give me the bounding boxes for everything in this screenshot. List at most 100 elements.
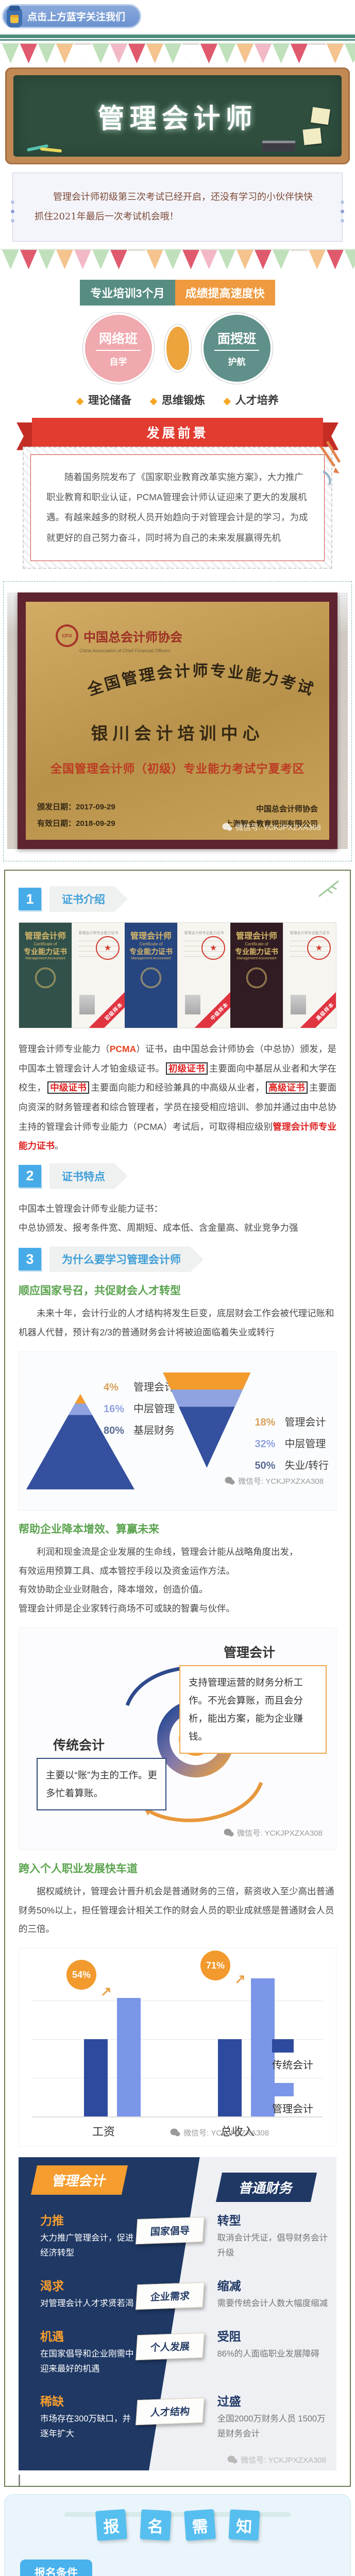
red-seal-icon: ★	[96, 936, 120, 960]
feature-item: ◆ 人才培养	[224, 392, 279, 408]
legend-label-management: 管理会计	[272, 2104, 313, 2115]
main-content-panel: 1 证书介绍 管理会计师 Certificate of 专业能力证书 Manag…	[4, 870, 351, 2487]
comparison-badge: 个人发展	[135, 2332, 205, 2360]
comparison-badge: 国家倡导	[135, 2216, 205, 2245]
growth-arrow-icon: ↗	[234, 1971, 246, 1987]
gold-logo-icon	[141, 967, 161, 988]
pyramid-future: 18% 管理会计 32% 中层管理 50% 失业/转行	[163, 1367, 329, 1489]
arc-title-svg: 全国管理会计师专业能力考试	[85, 662, 315, 700]
decor-dots-left	[11, 210, 14, 214]
cert-name-highlight: 管理会计师专业能力证书	[19, 1121, 337, 1151]
issuer-2: 上海智会教育培训有限公司	[225, 819, 318, 828]
transform-paragraph: 未来十年，会计行业的人才结构将发生巨变，底层财会工作会被代理记账和机器人代替，预…	[19, 1308, 334, 1338]
section-2-title: 证书特点	[49, 1163, 128, 1189]
title-tile: 知	[228, 2509, 260, 2541]
chalk-piece	[40, 147, 62, 153]
bar-management-salary	[117, 1998, 141, 2117]
efficiency-line: 有效运用预算工具、成本管控手段以及资金运作方法。	[19, 1565, 235, 1576]
section-2-header: 2 证书特点	[19, 1163, 336, 1189]
divider-line-thin	[0, 39, 355, 41]
gold-logo-icon	[246, 967, 267, 988]
subheading-text: 顺应国家号召，共促财会人才转型	[19, 1285, 181, 1297]
prospects-ribbon-label: 发展前景	[32, 417, 323, 447]
plaque-board: CFO 中国总会计师协会 China Association of Chief …	[26, 602, 329, 840]
title-tile: 报	[95, 2509, 127, 2541]
middle-cert-highlight: 中级证书	[47, 1081, 90, 1094]
association-name-cn: 中国总会计师协会	[83, 629, 182, 645]
growth-arrow-icon: ↗	[100, 1984, 112, 1999]
board-eraser	[262, 141, 295, 151]
online-class-circle: 网络班 自学	[82, 312, 154, 384]
feature-list: ◆ 理论储备 ◆ 思维锻炼 ◆ 人才培养	[0, 392, 355, 408]
section-3-number: 3	[19, 1248, 41, 1271]
pyramid-future-labels: 18% 管理会计 32% 中层管理 50% 失业/转行	[255, 1416, 329, 1471]
prospects-box: 随着国务院发布了《国家职业教育改革实施方案》，大力推广职业教育和职业认证，PCM…	[23, 440, 341, 569]
follow-us-button[interactable]: 点击上方蓝字关注我们	[2, 4, 142, 28]
income-bar-chart: 54% ↗ 71% ↗ 传统会计 管理会计 工资 总收入	[19, 1948, 336, 2147]
growth-callout-income: 71%	[200, 1951, 230, 1981]
certificate-samples: 管理会计师 Certificate of 专业能力证书 Management A…	[19, 922, 336, 1029]
id-photo	[185, 995, 200, 1015]
feature-label: 理论储备	[88, 394, 132, 406]
pyramid-current: 4% 管理会计 16% 中层管理 80% 基层财务	[26, 1367, 175, 1489]
talent-structure-chart: 4% 管理会计 16% 中层管理 80% 基层财务 18% 管理会计 32% 中层管理 5…	[19, 1351, 336, 1511]
pcma-highlight: PCMA	[109, 1044, 137, 1055]
subheading-text: 帮助企业降本增效、算赢未来	[19, 1523, 159, 1535]
efficiency-line: 有效协助企业业财融合，降本增效，创造价值。	[19, 1584, 208, 1595]
watermark: 微信号: YCKJPXZXA308	[222, 822, 321, 833]
online-class-sub: 自学	[109, 357, 127, 367]
comparison-row: 力推 大力推广管理会计，促进经济转型 国家倡导 转型 取消会计凭证，倡导财务会计升级	[40, 2214, 328, 2258]
vs-diagram: VS 传统会计 主要以“账”为主的工作。更多忙着算账。 管理会计 支持管理运营的…	[19, 1627, 336, 1850]
id-photo	[291, 995, 306, 1015]
intro-text: 管理会计师初级第三次考试已经开启，还没有学习的小伙伴快快抓住2021年最后一次考…	[35, 192, 313, 222]
watermark-text: 微信号: YCKJPXZXA308	[235, 823, 321, 833]
training-center-name: 银川会计培训中心	[91, 724, 264, 743]
subheading-efficiency: 帮助企业降本增效、算赢未来	[19, 1521, 336, 2486]
red-seal-icon: ★	[307, 936, 331, 960]
title-tile: 名	[140, 2509, 171, 2541]
diamond-icon: ◆	[223, 395, 231, 406]
certificate-cover-senior: 管理会计师 Certificate of 专业能力证书 Management A…	[230, 923, 283, 1028]
section-3-header: 3 为什么要学习管理会计师	[19, 1246, 336, 1272]
red-seal-icon: ★	[201, 936, 225, 960]
onsite-class-sub: 护航	[228, 357, 246, 367]
efficiency-line: 利润和现金流是企业发展的生命线，管理会计能从战略角度出发，	[37, 1546, 298, 1557]
signup-panel: 报 名 需 知 报名条件 1、具备国家教育部门认可等大专及大专以上学历（含在校生…	[4, 2494, 351, 2576]
certificate-page-senior: 管理会计师专业能力证书 ★ 高级样本	[283, 923, 336, 1028]
follow-us-label: 点击上方蓝字关注我们	[27, 12, 126, 23]
watermark: 微信号: YCKJPXZXA308	[170, 2127, 269, 2138]
cert-features-line1: 中国本土管理会计师专业能力证书：	[19, 1203, 163, 1214]
subheading-career: 跨入个人职业发展快车道	[19, 1860, 336, 2486]
twig-icon	[317, 878, 341, 901]
section-1-number: 1	[19, 888, 41, 911]
chalkboard: 管理会计师	[13, 75, 342, 157]
conditions-badge: 报名条件	[20, 2560, 92, 2576]
cert-features-line2: 中总协颁发、报考条件宽、周期短、成本低、含金量高、就业竞争力强	[19, 1222, 298, 1233]
backpack-icon	[3, 3, 25, 32]
efficiency-line: 管理会计师是企业家转行商场不可或缺的智囊与伙伴。	[19, 1603, 235, 1614]
traditional-accounting-box: 主要以“账”为主的工作。更多忙着算账。	[37, 1757, 166, 1811]
comparison-row: 机遇 在国家倡导和企业刚需中迎来最好的机遇 个人发展 受阻 86%的人面临职业发展障…	[40, 2329, 319, 2374]
bar-traditional-salary	[84, 2039, 108, 2117]
diamond-icon: ◆	[76, 395, 84, 406]
comparison-row: 稀缺 市场存在300万缺口，并逐年扩大 人才结构 过盛 全国2000万财务人员 15…	[40, 2395, 326, 2439]
pencil-icon	[314, 440, 345, 489]
legend-swatch-traditional	[272, 2039, 294, 2053]
sticky-note	[302, 128, 322, 145]
career-paragraph: 据权威统计，管理会计晋升机会是普通财务的三倍，薪资收入至少高出普通财务50%以上…	[19, 1886, 334, 1935]
certificate-page-middle: 管理会计师专业能力证书 ★ 中级样本	[177, 923, 230, 1028]
x-label-salary: 工资	[92, 2125, 115, 2139]
funnel-segment-top	[163, 1372, 251, 1390]
certificate-page-junior: 管理会计师专业能力证书 ★ 初级样本	[72, 923, 125, 1028]
subheading-transform: 顺应国家号召，共促财会人才转型	[19, 1282, 336, 2486]
subheading-bar	[19, 2475, 20, 2486]
plaque-arc-title: 全国管理会计师专业能力考试	[85, 662, 315, 700]
feature-item: ◆ 理论储备	[76, 392, 131, 408]
growth-callout-salary: 54%	[66, 1960, 96, 1990]
id-photo	[79, 995, 95, 1015]
issue-date: 颁发日期：2017-09-29	[37, 803, 115, 812]
senior-cert-highlight: 高级证书	[266, 1081, 308, 1094]
plaque-photo: CFO 中国总会计师协会 China Association of Chief …	[7, 592, 348, 850]
legend-swatch-management	[272, 2083, 294, 2097]
